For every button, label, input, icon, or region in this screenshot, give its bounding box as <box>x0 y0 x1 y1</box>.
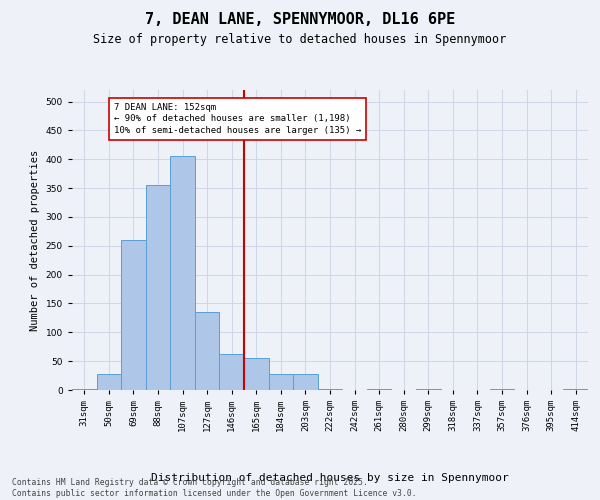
Bar <box>269 374 293 390</box>
Bar <box>170 156 195 390</box>
X-axis label: Distribution of detached houses by size in Spennymoor: Distribution of detached houses by size … <box>151 473 509 483</box>
Bar <box>146 185 170 390</box>
Bar <box>72 389 97 390</box>
Y-axis label: Number of detached properties: Number of detached properties <box>30 150 40 330</box>
Bar <box>490 389 514 390</box>
Bar <box>416 389 440 390</box>
Text: Size of property relative to detached houses in Spennymoor: Size of property relative to detached ho… <box>94 32 506 46</box>
Text: 7, DEAN LANE, SPENNYMOOR, DL16 6PE: 7, DEAN LANE, SPENNYMOOR, DL16 6PE <box>145 12 455 28</box>
Bar <box>121 240 146 390</box>
Bar <box>220 354 244 390</box>
Bar <box>367 389 391 390</box>
Bar <box>97 374 121 390</box>
Bar <box>563 389 588 390</box>
Bar <box>293 374 318 390</box>
Bar <box>195 312 220 390</box>
Text: Contains HM Land Registry data © Crown copyright and database right 2025.
Contai: Contains HM Land Registry data © Crown c… <box>12 478 416 498</box>
Bar <box>244 358 269 390</box>
Bar <box>318 389 342 390</box>
Text: 7 DEAN LANE: 152sqm
← 90% of detached houses are smaller (1,198)
10% of semi-det: 7 DEAN LANE: 152sqm ← 90% of detached ho… <box>114 102 361 136</box>
